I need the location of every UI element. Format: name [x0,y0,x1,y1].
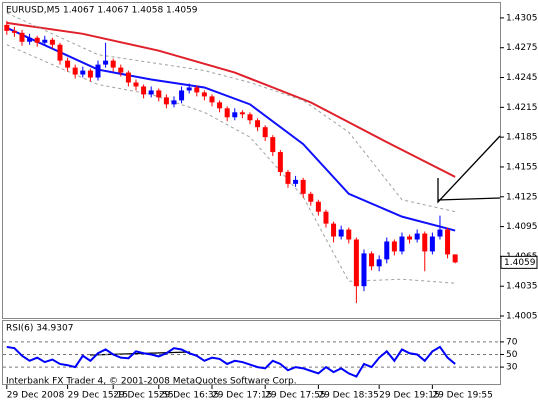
candle-body [353,239,359,287]
candle-body [224,108,230,118]
candle-body [118,67,124,73]
candle-body [262,127,268,138]
candle-body [361,253,367,287]
candle-body [437,229,443,237]
candle-body [308,193,314,202]
candle-body [346,229,352,240]
rsi-panel [2,320,501,385]
candle-body [270,137,276,153]
trend-line [437,135,501,204]
candle-body [331,223,337,237]
x-tick-label: 29 Dec 17:15 [212,391,273,401]
candle-body [27,37,33,42]
y-tick-label: 1.4185 [506,133,538,143]
candle-body [125,72,131,83]
y-tick-label: 1.4095 [506,222,538,232]
y-tick-label: 50 [506,350,518,360]
indicator-line [6,26,456,232]
x-tick-label: 29 Dec 15:15 [68,391,129,401]
x-tick-label: 29 Dec 18:35 [318,391,379,401]
candle-body [34,37,40,43]
candle-body [156,90,162,98]
candle-body [399,236,405,252]
candle-body [42,39,48,43]
candle-body [171,100,177,105]
candle-body [110,60,116,68]
candle-body [11,30,17,33]
candle-body [376,259,382,267]
candle-body [80,70,86,75]
candle-body [19,32,25,42]
x-tick-label: 29 Dec 19:55 [432,391,493,401]
chart-title: EURUSD,M5 1.4067 1.4067 1.4058 1.4059 [6,6,198,16]
current-price: 1.4059 [504,258,536,268]
y-tick-label: 30 [506,363,518,373]
rsi-line [6,345,456,378]
candle-body [148,90,154,95]
main-panel [2,2,501,319]
candle-body [239,112,245,115]
candle-body [232,112,238,118]
candle-body [194,87,200,93]
price-label-box [500,255,538,269]
y-tick-label: 1.4035 [506,282,538,292]
x-tick-label: 29 Dec 19:15 [379,391,440,401]
candle-body [179,90,185,101]
x-tick-label: 29 Dec 17:55 [265,391,326,401]
x-tick-label: 29 Dec 2008 [7,391,65,401]
candle-body [201,92,207,97]
candle-body [422,233,428,252]
y-tick-label: 1.4155 [506,162,538,172]
y-tick-label: 1.4005 [506,312,538,322]
candle-body [277,152,283,172]
candle-body [445,229,451,255]
candle-body [141,86,147,95]
y-tick-label: 1.4215 [506,103,538,113]
candle-body [452,254,458,263]
candle-body [103,60,109,65]
candle-body [49,39,55,45]
candle-body [133,82,139,87]
candle-body [414,233,420,240]
candle-body [186,87,192,91]
candle-body [300,179,306,194]
x-tick-label: 29 Dec 15:55 [113,391,174,401]
rsi-title: RSI(6) 34.9307 [6,324,73,334]
candle-body [315,201,321,212]
candle-body [217,102,223,109]
y-tick-label: 1.4275 [506,43,538,53]
candle-body [72,67,78,75]
candle-body [391,241,397,252]
candle-body [65,60,71,68]
candle-body [429,236,435,252]
footer: Interbank FX Trader 4, © 2001-2008 MetaQ… [6,377,297,387]
candle-body [323,211,329,224]
indicator-line [6,12,456,213]
trend-line [437,197,501,201]
x-tick-label: 29 Dec 16:35 [159,391,220,401]
candle-body [209,96,215,103]
candle-body [384,241,390,260]
candle-body [87,70,93,78]
candle-body [369,253,375,267]
candle-body [285,171,291,184]
candle-body [338,229,344,237]
y-tick-label: 1.4245 [506,73,538,83]
candle-body [293,179,299,184]
candle-body [255,120,261,128]
candle-body [163,97,169,105]
candle-body [95,64,101,78]
y-tick-label: 70 [506,337,518,347]
y-tick-label: 1.4305 [506,13,538,23]
y-tick-label: 1.4125 [506,192,538,202]
candle-body [407,236,413,240]
candle-body [57,44,63,61]
indicator-line [6,21,456,178]
candle-body [4,24,10,31]
candle-body [247,114,253,121]
